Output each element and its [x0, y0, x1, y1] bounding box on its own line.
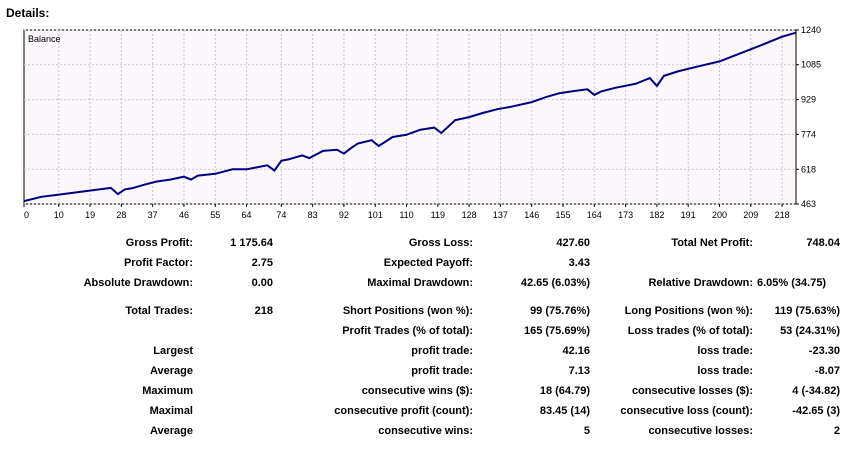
average-loss-value: -8.07 — [814, 365, 840, 377]
expected-payoff-value: 3.43 — [568, 257, 590, 269]
x-tick-label: 128 — [462, 210, 477, 220]
x-tick-label: 19 — [85, 210, 95, 220]
largest-label: Largest — [153, 345, 193, 357]
average2-label: Average — [149, 425, 193, 437]
largest-profit-label: profit trade: — [411, 345, 473, 357]
x-tick-label: 209 — [743, 210, 758, 220]
page-title: Details: — [6, 6, 50, 20]
x-tick-label: 28 — [116, 210, 126, 220]
x-tick-label: 110 — [399, 210, 413, 220]
maximal-drawdown-label: Maximal Drawdown: — [367, 277, 473, 289]
x-tick-label: 218 — [775, 210, 790, 220]
max-consec-losses-value: 4 (-34.82) — [792, 385, 840, 397]
loss-trades-value: 53 (24.31%) — [780, 325, 840, 337]
maximal-consec-loss-label: consecutive loss (count): — [620, 405, 753, 417]
total-net-profit-value: 748.04 — [806, 237, 840, 249]
short-positions-label: Short Positions (won %): — [342, 305, 473, 317]
x-tick-label: 155 — [555, 210, 570, 220]
x-tick-label: 74 — [276, 210, 286, 220]
max-consec-wins-label: consecutive wins ($): — [361, 385, 473, 397]
short-positions-value: 99 (75.76%) — [530, 305, 590, 317]
relative-drawdown-label: Relative Drawdown: — [648, 277, 753, 289]
average-label: Average — [149, 365, 193, 377]
x-tick-label: 119 — [431, 210, 445, 220]
expected-payoff-label: Expected Payoff: — [383, 257, 473, 269]
avg-consec-losses-value: 2 — [833, 425, 840, 437]
total-net-profit-label: Total Net Profit: — [671, 237, 753, 249]
avg-consec-wins-value: 5 — [583, 425, 590, 437]
maximal-label: Maximal — [149, 405, 193, 417]
maximal-consec-profit-label: consecutive profit (count): — [334, 405, 473, 417]
y-tick-label: 1240 — [801, 26, 821, 35]
x-tick-label: 64 — [242, 210, 252, 220]
balance-chart: Balance 0 10 19 28 37 46 55 64 74 83 92 101 110 119 12… — [23, 26, 821, 220]
long-positions-label: Long Positions (won %): — [624, 305, 753, 317]
maximum-label: Maximum — [142, 385, 193, 397]
x-tick-label: 200 — [712, 210, 727, 220]
long-positions-value: 119 (75.63%) — [774, 305, 840, 317]
profit-factor-label: Profit Factor: — [123, 257, 193, 269]
y-tick-label: 774 — [801, 129, 816, 139]
relative-drawdown-value: 6.05% (34.75) — [757, 277, 827, 289]
total-trades-label: Total Trades: — [125, 305, 193, 317]
x-tick-label: 173 — [618, 210, 633, 220]
gross-profit-value: 1 175.64 — [230, 237, 273, 249]
plot-area — [23, 29, 797, 205]
y-tick-label: 463 — [801, 199, 816, 209]
grid — [24, 29, 796, 205]
gross-profit-label: Gross Profit: — [125, 237, 193, 249]
absolute-drawdown-label: Absolute Drawdown: — [83, 277, 193, 289]
x-tick-label: 101 — [368, 210, 383, 220]
loss-trades-label: Loss trades (% of total): — [627, 325, 753, 337]
total-trades-value: 218 — [254, 305, 273, 317]
x-tick-label: 137 — [493, 210, 508, 220]
x-tick-label: 182 — [649, 210, 664, 220]
x-tick-label: 92 — [339, 210, 349, 220]
y-tick-label: 618 — [801, 164, 816, 174]
x-tick-label: 46 — [179, 210, 189, 220]
avg-consec-wins-label: consecutive wins: — [378, 425, 473, 437]
x-tick-label: 10 — [54, 210, 64, 220]
y-tick-labels: 1240 1085 929 774 618 463 — [796, 26, 821, 209]
x-tick-label: 55 — [210, 210, 220, 220]
x-tick-label: 146 — [524, 210, 539, 220]
x-tick-label: 37 — [148, 210, 158, 220]
maximal-consec-loss-value: -42.65 (3) — [792, 405, 840, 417]
maximal-drawdown-value: 42.65 (6.03%) — [520, 277, 590, 289]
average-profit-value: 7.13 — [568, 365, 590, 377]
average-profit-label: profit trade: — [411, 365, 473, 377]
series-line-balance — [23, 31, 797, 203]
profit-factor-value: 2.75 — [251, 257, 273, 269]
max-consec-wins-value: 18 (64.79) — [539, 385, 590, 397]
maximal-consec-profit-value: 83.45 (14) — [539, 405, 590, 417]
average-loss-label: loss trade: — [697, 365, 753, 377]
profit-trades-label: Profit Trades (% of total): — [342, 325, 473, 337]
gross-loss-label: Gross Loss: — [408, 237, 473, 249]
gross-loss-value: 427.60 — [556, 237, 590, 249]
x-tick-label: 164 — [587, 210, 602, 220]
avg-consec-losses-label: consecutive losses: — [648, 425, 753, 437]
y-tick-label: 1085 — [801, 60, 821, 70]
profit-trades-value: 165 (75.69%) — [523, 325, 590, 337]
y-tick-label: 929 — [801, 95, 816, 105]
chart-title: Balance — [28, 34, 61, 44]
max-consec-losses-label: consecutive losses ($): — [631, 385, 753, 397]
x-tick-label: 191 — [681, 210, 696, 220]
largest-loss-value: -23.30 — [808, 345, 840, 357]
x-tick-label: 83 — [308, 210, 318, 220]
x-tick-labels: 0 10 19 28 37 46 55 64 74 83 92 101 110 119 128 137 146 1… — [23, 204, 790, 220]
largest-loss-label: loss trade: — [697, 345, 753, 357]
x-tick-label: 0 — [24, 210, 29, 220]
largest-profit-value: 42.16 — [562, 345, 590, 357]
absolute-drawdown-value: 0.00 — [251, 277, 273, 289]
